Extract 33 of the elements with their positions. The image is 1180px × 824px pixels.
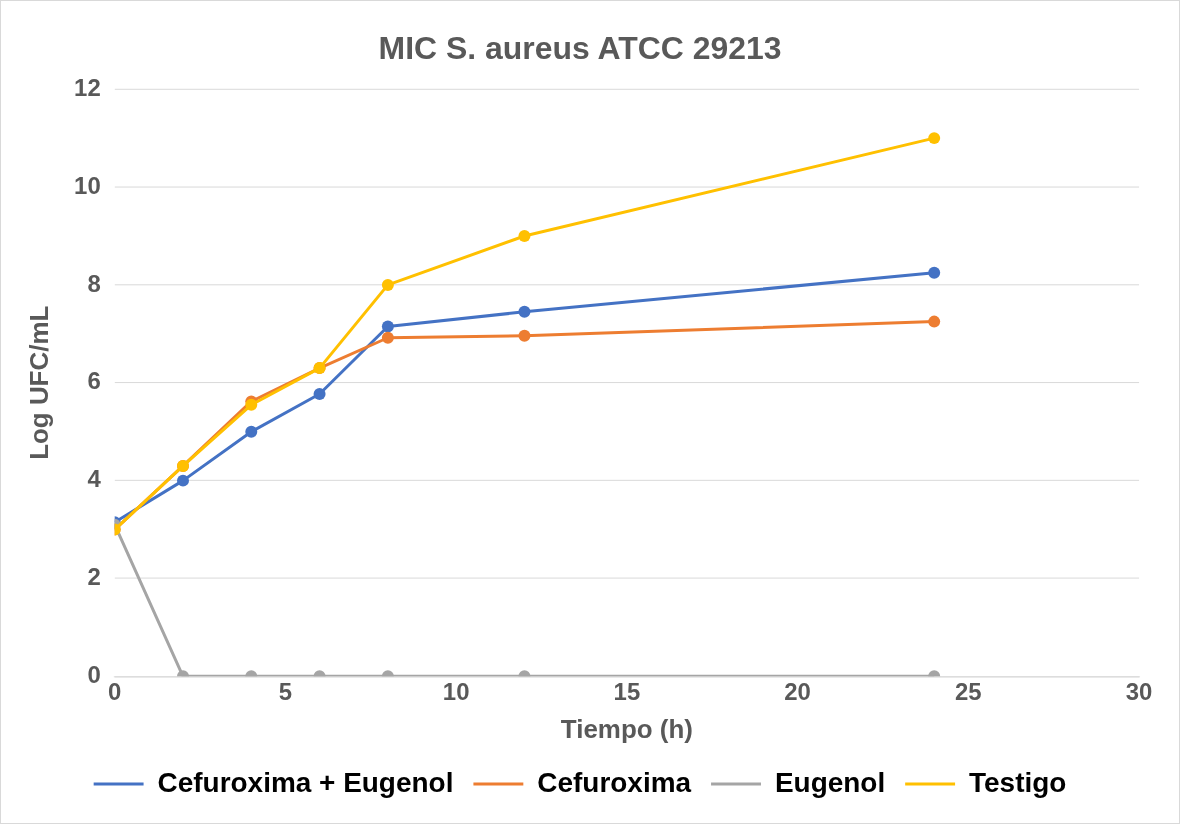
y-tick-label: 4 [87,465,102,493]
x-tick-label: 30 [1125,678,1153,706]
y-tick-label: 0 [87,660,101,688]
x-tick-label: 5 [278,678,293,706]
chart-title: MIC S. aureus ATCC 29213 [378,29,782,66]
y-tick-label: 10 [74,171,101,199]
point [518,229,531,242]
point [381,320,394,333]
x-tick-label: 15 [613,678,641,706]
point [245,425,258,438]
legend-label: Eugenol [774,766,886,798]
x-axis-title: Tiempo (h) [560,714,693,743]
y-tick-label: 6 [87,367,101,395]
point [928,266,941,279]
point [928,315,941,328]
point [177,474,189,487]
legend-label: Testigo [969,766,1067,798]
x-tick-label: 25 [955,678,982,706]
x-tick-label: 0 [108,678,122,706]
y-axis-title: Log UFC/mL [24,305,53,460]
point [518,305,531,318]
point [928,132,941,145]
y-tick-label: 12 [74,73,101,101]
point [381,278,394,291]
legend-label: Cefuroxima [537,766,692,798]
y-tick-label: 8 [87,269,101,297]
point [313,388,326,401]
x-tick-label: 20 [784,678,811,706]
point [518,329,531,342]
x-tick-label: 10 [442,678,470,706]
y-tick-label: 2 [87,563,101,591]
legend-label: Cefuroxima + Eugenol [157,766,454,798]
point [381,331,394,344]
